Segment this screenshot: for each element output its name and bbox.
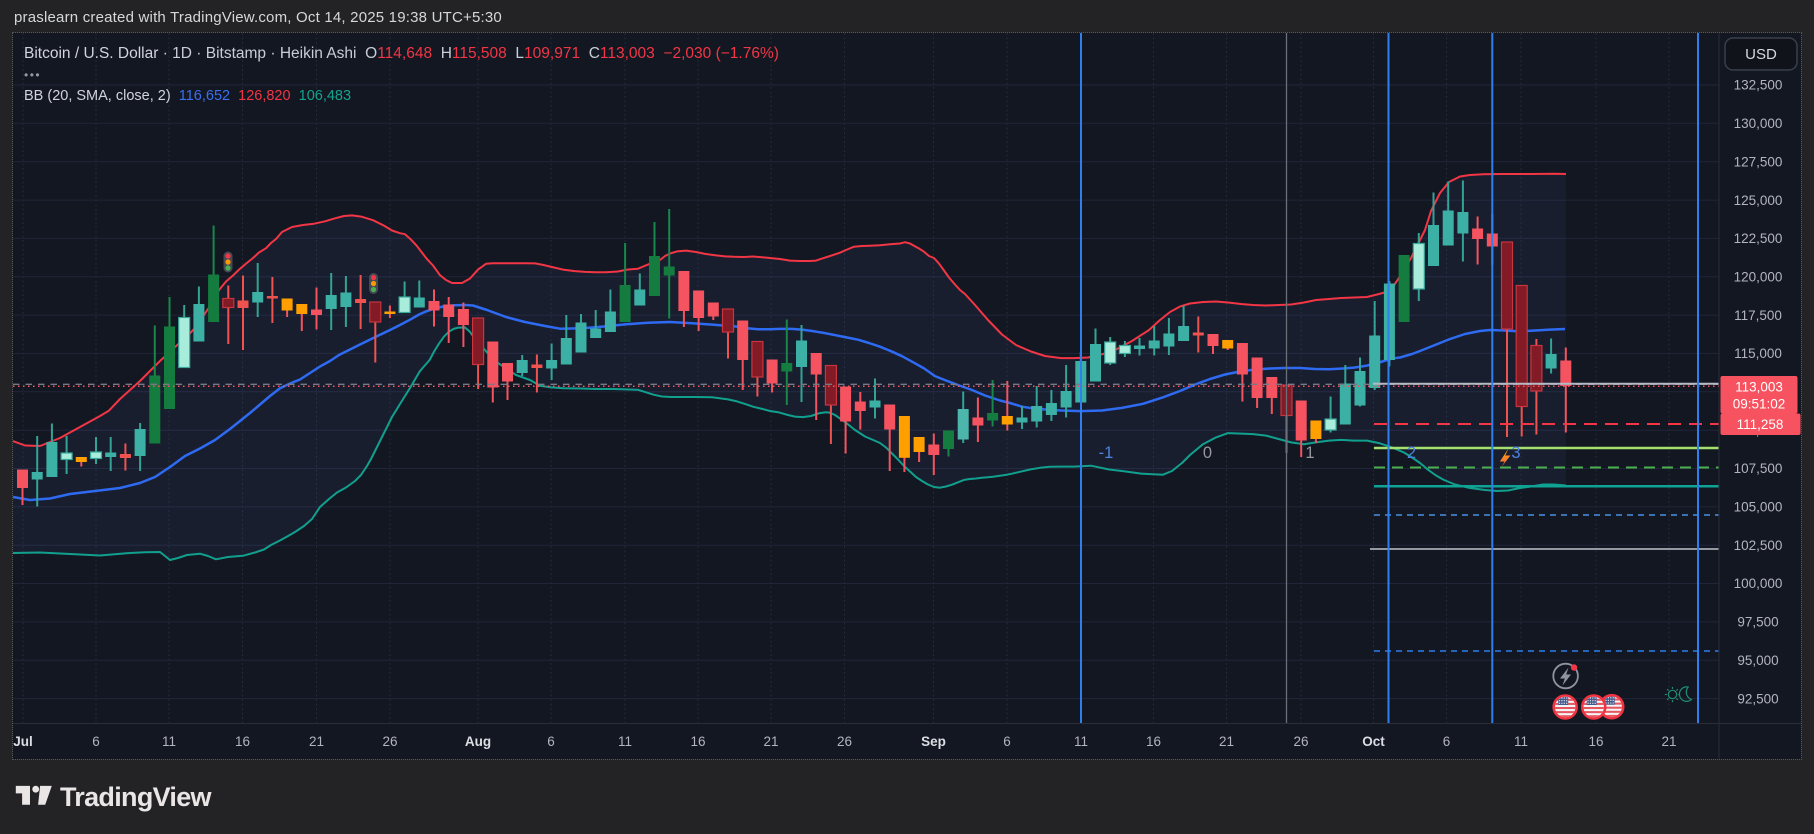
svg-text:21: 21 — [309, 734, 324, 749]
svg-text:11: 11 — [1074, 734, 1088, 749]
svg-text:97,500: 97,500 — [1737, 615, 1778, 630]
svg-text:100,000: 100,000 — [1734, 576, 1783, 591]
svg-text:21: 21 — [1219, 734, 1234, 749]
svg-text:26: 26 — [1293, 734, 1308, 749]
svg-text:21: 21 — [763, 734, 778, 749]
svg-text:115,000: 115,000 — [1734, 346, 1782, 361]
svg-text:6: 6 — [1443, 734, 1451, 749]
svg-text:21: 21 — [1661, 734, 1676, 749]
svg-text:Aug: Aug — [465, 734, 491, 749]
svg-text:95,000: 95,000 — [1737, 653, 1778, 668]
svg-text:Oct: Oct — [1362, 734, 1385, 749]
svg-text:-1: -1 — [1099, 444, 1114, 462]
svg-text:0: 0 — [1203, 444, 1212, 462]
svg-text:6: 6 — [547, 734, 555, 749]
svg-text:92,500: 92,500 — [1737, 691, 1778, 706]
svg-text:09:51:02: 09:51:02 — [1733, 397, 1786, 412]
svg-text:3: 3 — [1511, 444, 1520, 462]
svg-text:127,500: 127,500 — [1734, 154, 1783, 169]
svg-text:6: 6 — [1003, 734, 1011, 749]
svg-text:117,500: 117,500 — [1734, 308, 1782, 323]
svg-text:1: 1 — [1305, 444, 1314, 462]
svg-text:16: 16 — [1588, 734, 1603, 749]
svg-text:120,000: 120,000 — [1734, 269, 1783, 284]
svg-text:105,000: 105,000 — [1734, 500, 1783, 515]
svg-text:125,000: 125,000 — [1734, 193, 1783, 208]
svg-text:132,500: 132,500 — [1734, 78, 1783, 93]
svg-text:16: 16 — [690, 734, 705, 749]
svg-text:26: 26 — [382, 734, 397, 749]
svg-text:Sep: Sep — [921, 734, 946, 749]
svg-text:6: 6 — [92, 734, 100, 749]
svg-text:111,258: 111,258 — [1737, 417, 1784, 432]
svg-text:Jul: Jul — [13, 734, 33, 749]
svg-text:122,500: 122,500 — [1734, 231, 1783, 246]
svg-text:102,500: 102,500 — [1734, 538, 1783, 553]
svg-text:16: 16 — [1146, 734, 1161, 749]
svg-text:USD: USD — [1745, 46, 1777, 63]
svg-text:11: 11 — [1514, 734, 1528, 749]
svg-text:130,000: 130,000 — [1734, 116, 1783, 131]
svg-text:11: 11 — [162, 734, 176, 749]
svg-text:2: 2 — [1407, 444, 1416, 462]
svg-text:107,500: 107,500 — [1734, 461, 1783, 476]
svg-text:16: 16 — [235, 734, 250, 749]
svg-text:113,003: 113,003 — [1735, 380, 1783, 395]
svg-text:11: 11 — [618, 734, 632, 749]
svg-text:26: 26 — [837, 734, 852, 749]
